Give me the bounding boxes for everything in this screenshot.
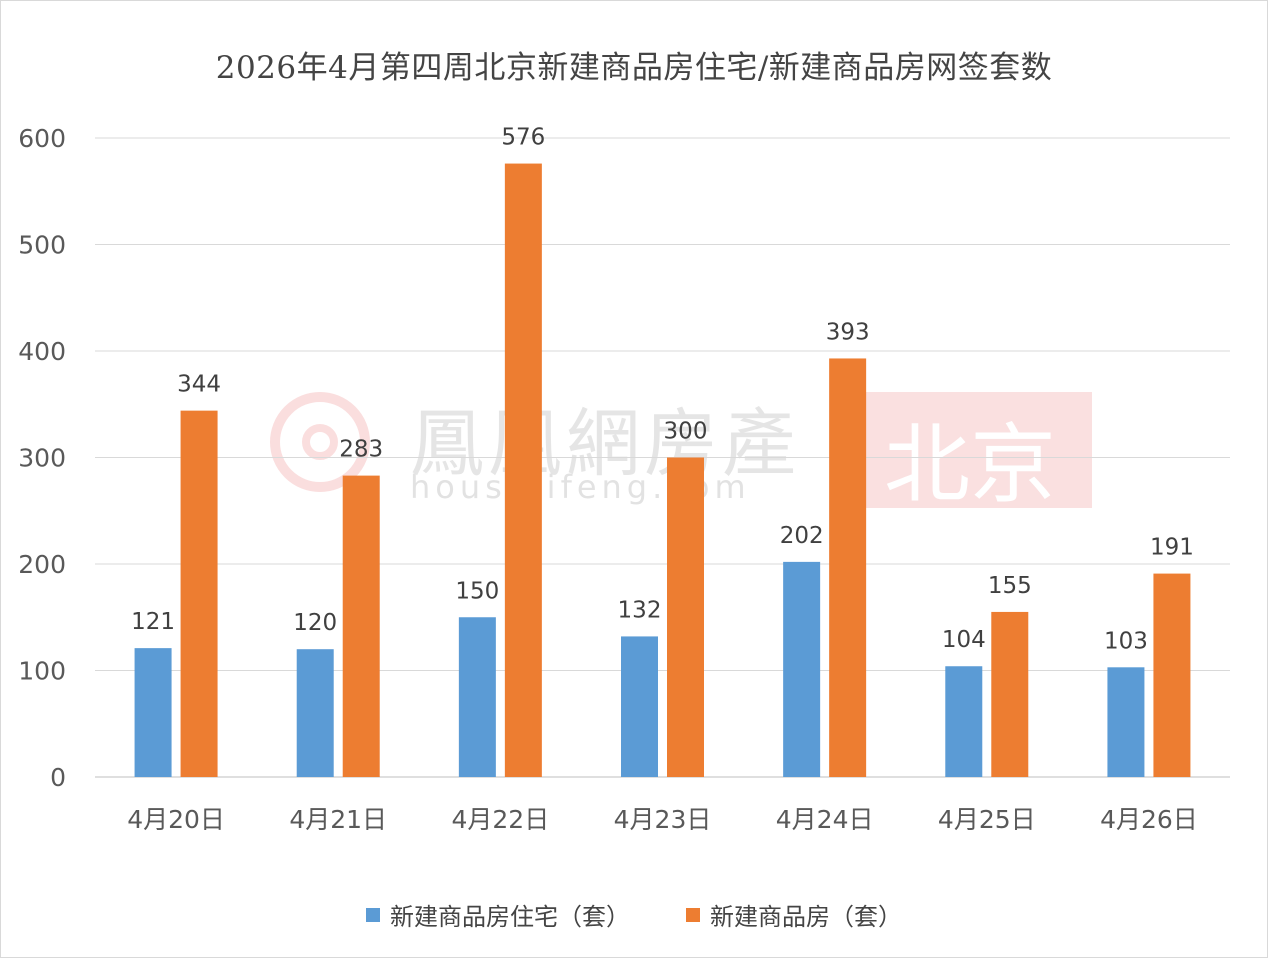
data-label: 104 bbox=[942, 627, 986, 653]
data-label: 120 bbox=[293, 610, 337, 636]
bar bbox=[667, 457, 704, 777]
data-label: 300 bbox=[664, 419, 708, 445]
bar bbox=[991, 611, 1029, 777]
data-label: 393 bbox=[826, 319, 870, 345]
data-label: 283 bbox=[339, 437, 383, 463]
data-label: 103 bbox=[1104, 628, 1148, 654]
x-tick-label: 4月23日 bbox=[614, 805, 712, 834]
y-tick-label: 300 bbox=[18, 444, 66, 473]
y-tick-label: 500 bbox=[18, 231, 66, 260]
x-tick-label: 4月24日 bbox=[776, 805, 874, 834]
legend-item-residential: 新建商品房住宅（套） bbox=[366, 897, 630, 932]
x-tick-label: 4月21日 bbox=[289, 805, 387, 834]
bar bbox=[180, 410, 218, 777]
data-label: 155 bbox=[988, 573, 1032, 599]
data-label: 202 bbox=[780, 523, 824, 549]
legend-item-commercial: 新建商品房（套） bbox=[686, 897, 902, 932]
y-tick-label: 200 bbox=[18, 550, 66, 579]
x-tick-label: 4月26日 bbox=[1100, 805, 1198, 834]
bar bbox=[504, 163, 542, 777]
data-label: 191 bbox=[1150, 535, 1194, 561]
data-label: 132 bbox=[618, 597, 662, 623]
legend-label-residential: 新建商品房住宅（套） bbox=[390, 903, 630, 931]
data-label: 150 bbox=[455, 578, 499, 604]
y-tick-label: 400 bbox=[18, 337, 66, 366]
legend: 新建商品房住宅（套） 新建商品房（套） bbox=[0, 897, 1268, 932]
chart-title: 2026年4月第四周北京新建商品房住宅/新建商品房网签套数 bbox=[215, 50, 1053, 86]
data-label: 344 bbox=[177, 372, 221, 398]
legend-swatch-commercial bbox=[686, 907, 700, 922]
legend-label-commercial: 新建商品房（套） bbox=[710, 903, 902, 931]
bar bbox=[829, 358, 867, 777]
x-tick-label: 4月20日 bbox=[127, 805, 225, 834]
bar bbox=[621, 636, 658, 777]
x-tick-label: 4月25日 bbox=[938, 805, 1036, 834]
bar bbox=[458, 617, 496, 777]
bar bbox=[342, 475, 380, 777]
legend-swatch-residential bbox=[366, 907, 380, 922]
data-label: 121 bbox=[131, 609, 175, 635]
bar bbox=[783, 561, 821, 777]
bar bbox=[1153, 573, 1191, 777]
y-tick-label: 100 bbox=[18, 657, 66, 686]
x-tick-label: 4月22日 bbox=[451, 805, 549, 834]
bar bbox=[134, 648, 172, 777]
y-tick-label: 600 bbox=[18, 124, 66, 153]
bar bbox=[945, 666, 983, 777]
data-label: 576 bbox=[501, 125, 545, 151]
y-tick-label: 0 bbox=[50, 763, 66, 792]
bar bbox=[1107, 667, 1145, 777]
bar bbox=[296, 649, 334, 777]
